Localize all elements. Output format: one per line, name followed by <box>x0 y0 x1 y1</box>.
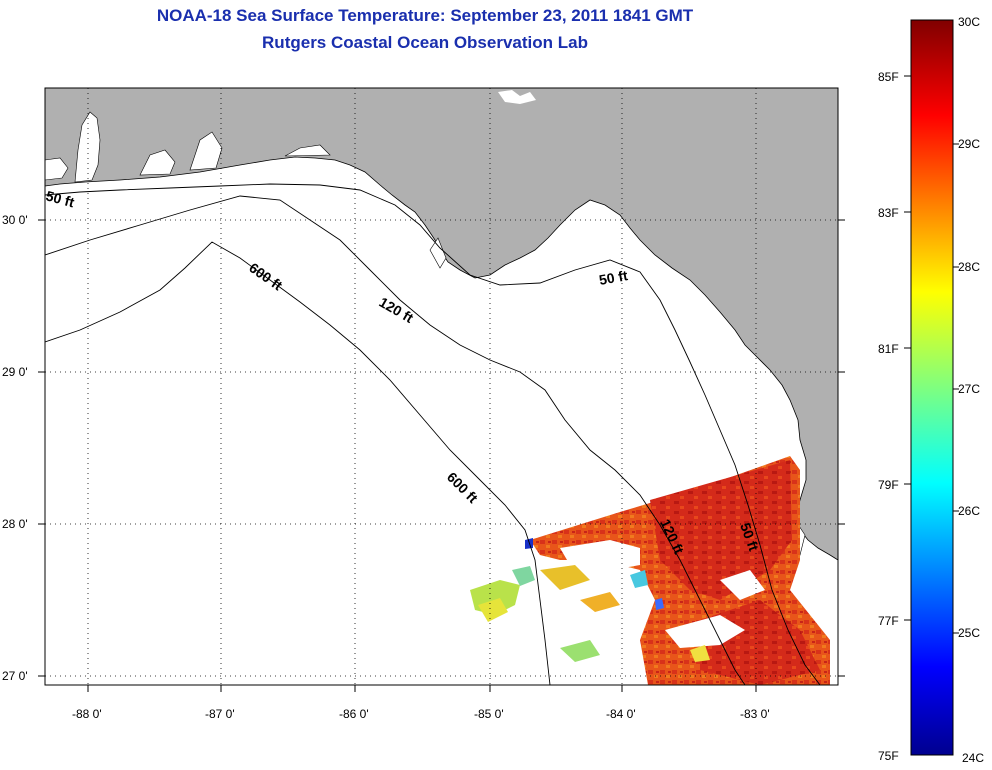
lon-label: -86 0' <box>339 707 369 721</box>
colorbar-c-label: 29C <box>958 137 980 151</box>
colorbar <box>910 19 954 756</box>
bay <box>139 149 176 176</box>
bay <box>189 131 223 171</box>
lon-label: -83 0' <box>740 707 770 721</box>
contour-label: 50 ft <box>598 267 629 288</box>
lat-label: 28 0' <box>2 517 28 531</box>
map-frame <box>44 87 839 686</box>
contour-50ft <box>45 183 821 685</box>
colorbar-f-label: 83F <box>878 206 899 220</box>
colorbar-f-label: 79F <box>878 478 899 492</box>
graticule <box>45 88 838 685</box>
bay <box>284 144 331 157</box>
map-subtitle: Rutgers Coastal Ocean Observation Lab <box>262 33 588 52</box>
contour-120ft <box>45 195 746 685</box>
lake <box>498 90 536 104</box>
colorbar-f-label: 81F <box>878 342 899 356</box>
contour-label: 50 ft <box>44 187 76 210</box>
sst-swath <box>470 456 830 685</box>
colorbar-c-label: 26C <box>958 504 980 518</box>
lon-label: -88 0' <box>72 707 102 721</box>
lat-label: 27 0' <box>2 669 28 683</box>
colorbar-c-label: 25C <box>958 626 980 640</box>
colorbar-f-label: 85F <box>878 70 899 84</box>
colorbar-f-label: 77F <box>878 614 899 628</box>
lon-label: -87 0' <box>205 707 235 721</box>
land-area <box>45 88 838 561</box>
lat-label: 29 0' <box>2 365 28 379</box>
colorbar-c-label: 28C <box>958 260 980 274</box>
lat-label: 30 0' <box>2 213 28 227</box>
map-title: NOAA-18 Sea Surface Temperature: Septemb… <box>156 6 694 25</box>
lon-label: -85 0' <box>474 707 504 721</box>
lon-label: -84 0' <box>606 707 636 721</box>
contour-600ft <box>45 241 551 685</box>
bay <box>74 111 101 183</box>
colorbar-c-label: 27C <box>958 382 980 396</box>
bay <box>45 157 69 181</box>
colorbar-f-label: 75F <box>878 749 899 763</box>
colorbar-c-label: 24C <box>962 751 984 765</box>
colorbar-c-label: 30C <box>958 15 980 29</box>
